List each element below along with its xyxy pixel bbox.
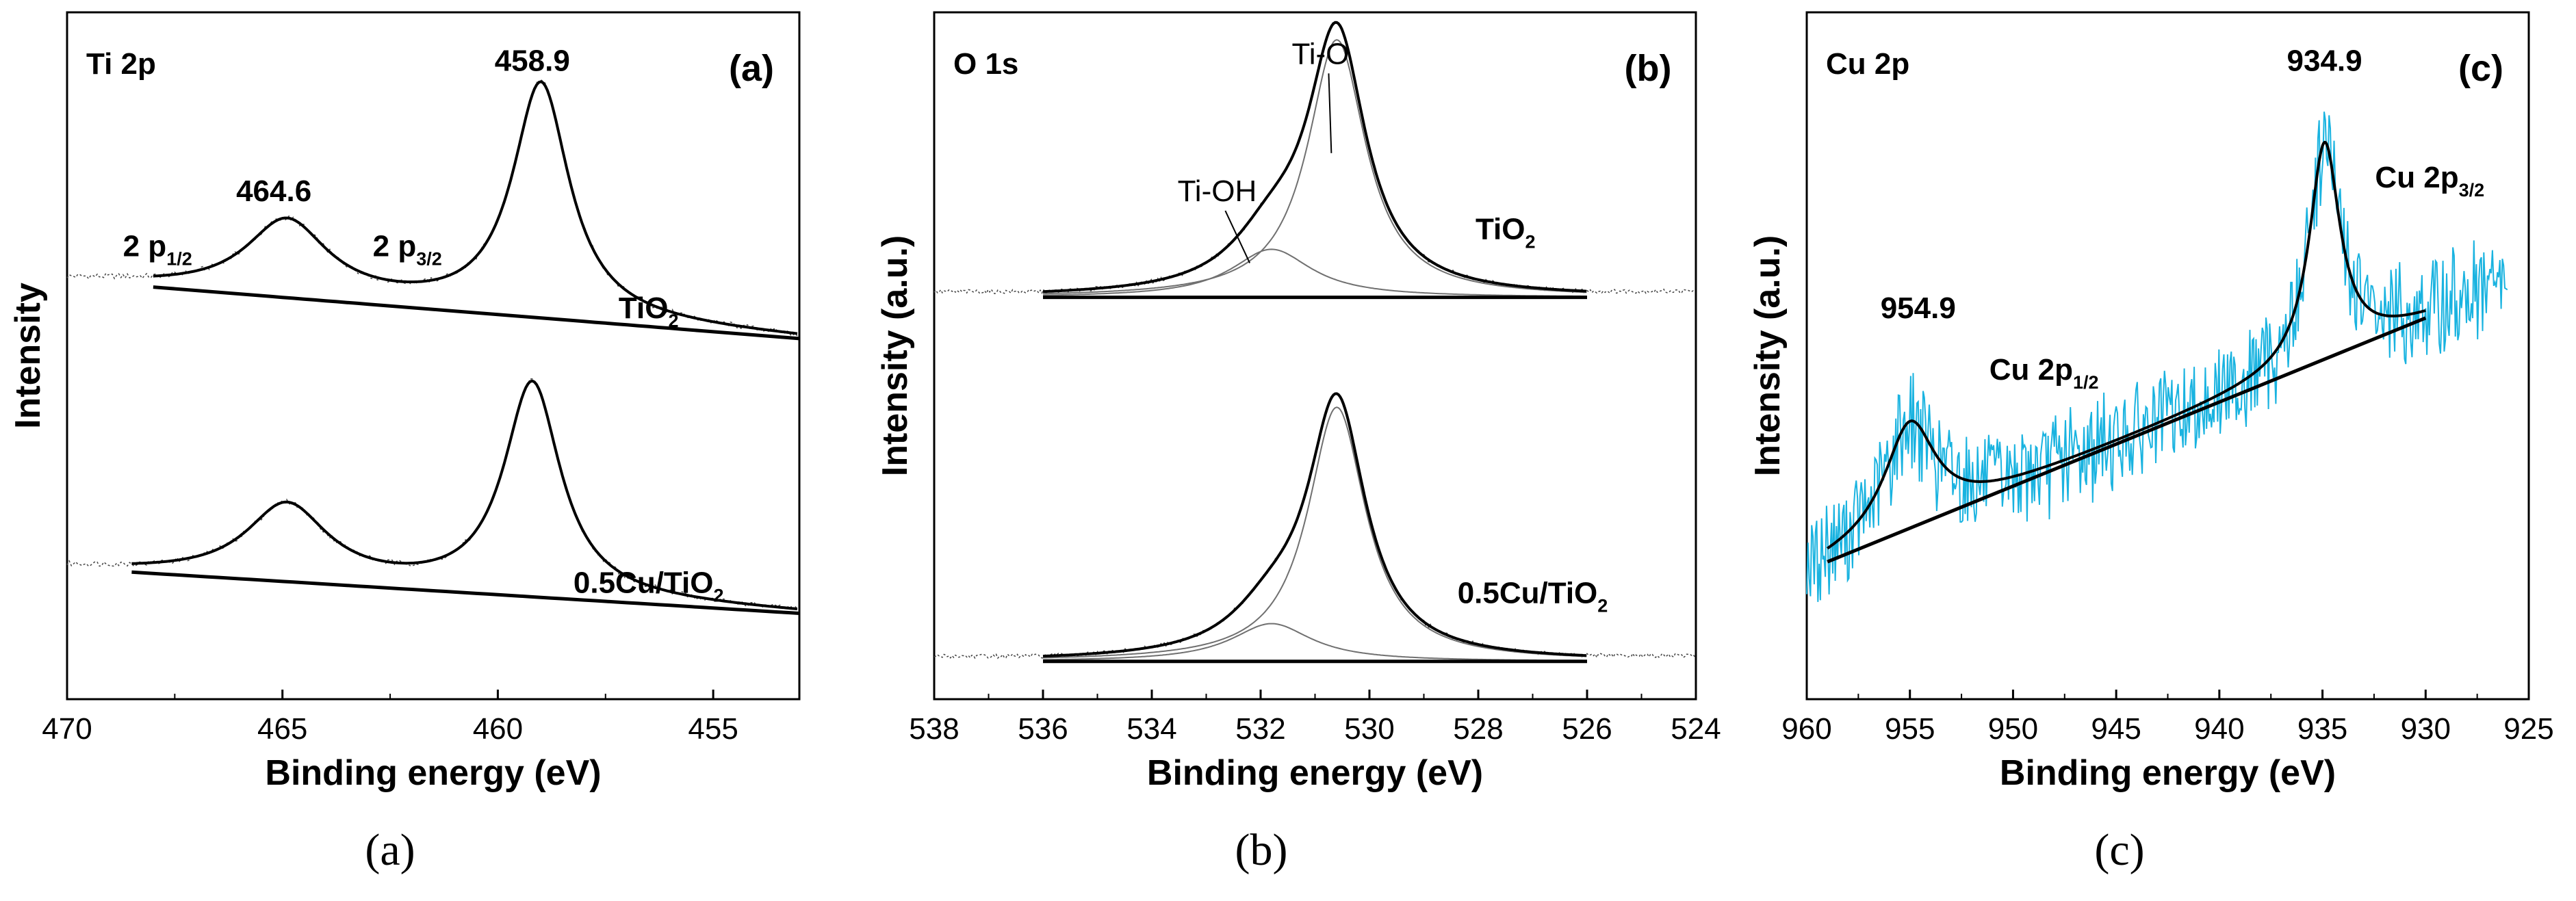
y-axis-label: Intensity (a.u.) <box>875 235 915 476</box>
sample-label: 0.5Cu/TiO2 <box>1458 576 1608 616</box>
orbital-label: 2 p1/2 <box>123 229 192 269</box>
sample-label: 0.5Cu/TiO2 <box>574 566 724 605</box>
x-tick-label: 538 <box>909 712 959 746</box>
chart-cu2p: 960 955 950 945 940 935 930 925 Binding energy (… <box>1748 11 2554 793</box>
component-arrow <box>1224 210 1251 263</box>
sample-label: TiO2 <box>1476 212 1536 252</box>
x-tick-label: 536 <box>1018 712 1068 746</box>
core-level-label: O 1s <box>953 47 1018 81</box>
peak-label: 954.9 <box>1881 291 1956 325</box>
caption-c: (c) <box>2094 825 2145 875</box>
x-tick-label: 470 <box>42 712 92 746</box>
raw-data <box>66 79 798 337</box>
chart-o1s: 538 536 534 532 530 528 526 524 Binding energy (… <box>875 11 1721 793</box>
series-tio2: TiO2 <box>66 79 800 341</box>
y-axis-label: Intensity (a.u.) <box>1748 235 1788 476</box>
background-line <box>153 285 800 341</box>
series-tio2: TiO2 <box>933 21 1695 300</box>
panel-label: (a) <box>729 48 774 89</box>
fit-envelope <box>131 379 798 611</box>
x-tick-label: 455 <box>688 712 738 746</box>
panel-label: (c) <box>2458 48 2503 89</box>
caption-a: (a) <box>365 825 415 875</box>
component-ti-oh <box>1042 248 1587 297</box>
caption-b: (b) <box>1235 825 1288 875</box>
component-arrow <box>1328 73 1332 153</box>
peak-label: 934.9 <box>2287 44 2362 77</box>
component-label: Ti-O <box>1291 37 1349 70</box>
raw-data <box>1806 112 2508 602</box>
x-tick-label: 460 <box>473 712 523 746</box>
orbital-label: 2 p3/2 <box>373 229 442 269</box>
x-tick-label: 945 <box>2091 712 2141 746</box>
x-tick-label: 534 <box>1126 712 1176 746</box>
fit-envelope <box>1826 140 2426 550</box>
series-cu-tio2: 0.5Cu/TiO2 <box>933 391 1696 664</box>
panel-label: (b) <box>1625 48 1672 89</box>
peak-label: 464.6 <box>236 174 311 208</box>
x-tick-label: 465 <box>257 712 307 746</box>
component-ti-o <box>1042 406 1587 659</box>
orbital-label: Cu 2p1/2 <box>1989 353 2099 393</box>
x-axis-label: Binding energy (eV) <box>2000 753 2336 793</box>
y-axis-label: Intensity <box>8 283 48 429</box>
x-axis-label: Binding energy (eV) <box>1147 753 1483 793</box>
x-tick-label: 955 <box>1885 712 1935 746</box>
orbital-label: Cu 2p3/2 <box>2375 161 2484 200</box>
x-tick-label: 526 <box>1562 712 1612 746</box>
series-cu-tio2: 0.5Cu/TiO2 <box>66 378 800 615</box>
fit-envelope <box>1042 21 1587 293</box>
background-line <box>1827 316 2427 564</box>
background-line <box>131 570 800 615</box>
chart-ti2p: 470 465 460 455 Binding energy (eV) Intensity… <box>8 11 801 793</box>
x-tick-label: 528 <box>1453 712 1503 746</box>
fit-envelope <box>153 80 798 335</box>
x-tick-label: 935 <box>2297 712 2347 746</box>
sample-label: TiO2 <box>619 291 679 331</box>
x-tick-label: 960 <box>1781 712 1831 746</box>
plot-frame <box>66 11 801 701</box>
x-tick-label: 940 <box>2194 712 2244 746</box>
x-tick-label: 930 <box>2401 712 2451 746</box>
x-tick-label: 530 <box>1344 712 1394 746</box>
plot-frame <box>1805 11 2530 701</box>
core-level-label: Ti 2p <box>86 47 156 81</box>
x-tick-label: 925 <box>2503 712 2553 746</box>
component-ti-o <box>1042 39 1587 295</box>
peak-label: 458.9 <box>495 44 570 77</box>
x-tick-label: 532 <box>1235 712 1285 746</box>
x-axis-label: Binding energy (eV) <box>265 753 601 793</box>
x-tick-label: 950 <box>1988 712 2038 746</box>
core-level-label: Cu 2p <box>1826 47 1909 81</box>
raw-data <box>933 391 1696 660</box>
fit-envelope <box>1042 392 1587 658</box>
x-tick-label: 524 <box>1671 712 1721 746</box>
component-label: Ti-OH <box>1178 174 1257 208</box>
